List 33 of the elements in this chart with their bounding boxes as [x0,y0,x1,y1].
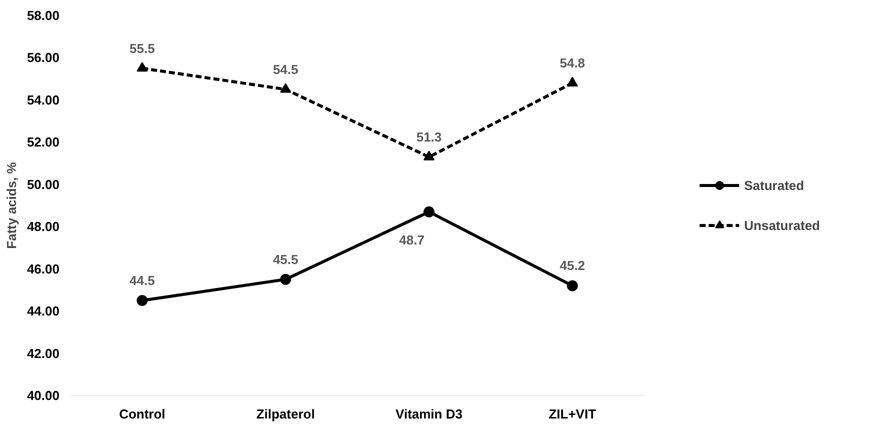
data-label: 54.8 [560,56,586,71]
data-label: 45.2 [560,258,586,274]
data-label: 51.3 [416,129,442,144]
y-tick-label: 40.00 [26,388,60,403]
y-tick-label: 48.00 [26,219,60,234]
point [136,62,148,72]
y-tick-label: 44.00 [26,304,60,319]
y-tick-label: 52.00 [26,134,60,150]
point [566,280,578,292]
x-tick-label: Control [119,406,166,422]
point [136,295,148,306]
y-tick-label: 42.00 [26,346,60,361]
x-tick-label: Zilpaterol [256,406,315,422]
legend-label: Saturated [744,178,804,192]
data-label: 45.5 [272,252,298,267]
data-label: 48.7 [399,232,424,248]
data-label: 44.5 [130,273,155,288]
point [423,150,434,160]
point [280,83,292,93]
y-axis-title: Fatty acids, % [4,162,19,249]
data-label: 55.5 [130,40,155,56]
data-label: 54.5 [272,62,298,77]
y-tick-label: 54.00 [26,92,60,108]
legend-label: Unsaturated [744,218,820,232]
point [423,206,434,218]
y-tick-label: 58.00 [26,8,60,23]
point [280,274,292,285]
y-tick-label: 50.00 [26,176,60,192]
y-tick-label: 46.00 [26,261,60,276]
x-tick-label: ZIL+VIT [548,406,596,422]
point [566,76,578,86]
x-tick-label: Vitamin D3 [396,406,462,422]
y-tick-label: 56.00 [26,50,60,66]
